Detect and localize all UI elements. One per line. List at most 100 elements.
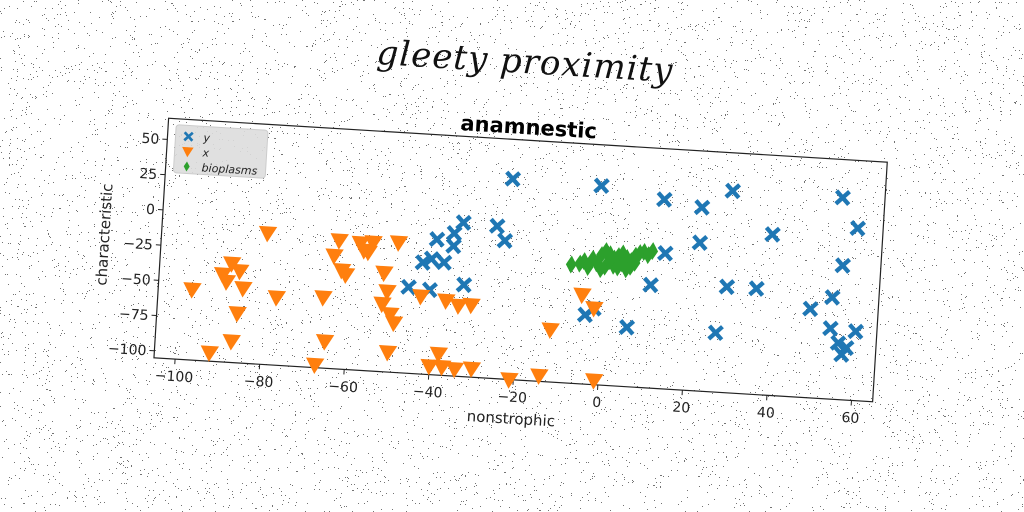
data-point — [829, 334, 847, 352]
data-point — [593, 177, 610, 195]
data-point — [437, 293, 456, 310]
data-point — [228, 306, 247, 323]
data-point — [445, 361, 465, 379]
data-point — [428, 231, 446, 248]
data-point — [306, 357, 325, 375]
chart-container: anamnestic −100 −80 −60 −40 −20 0 20 40 60 50 25 0−… — [92, 98, 899, 443]
data-point — [389, 235, 409, 252]
data-point — [384, 315, 404, 333]
y-tick-label: −100 — [107, 341, 146, 359]
data-point — [642, 276, 659, 294]
data-point — [691, 234, 709, 251]
data-point — [315, 334, 335, 351]
data-point — [834, 257, 852, 274]
data-point — [582, 257, 594, 276]
data-point — [617, 244, 629, 263]
data-point — [325, 248, 344, 265]
data-point — [258, 225, 278, 243]
data-point — [638, 243, 650, 262]
data-point — [200, 345, 220, 362]
data-point — [462, 297, 481, 315]
data-point — [541, 322, 560, 339]
data-point — [618, 319, 636, 336]
data-point — [488, 217, 506, 235]
series-x — [183, 225, 604, 390]
x-axis-label: nonstrophic — [466, 407, 555, 430]
data-point — [400, 278, 417, 296]
data-point — [595, 260, 607, 279]
data-point — [724, 182, 742, 200]
x-tick-label: 40 — [756, 405, 775, 422]
data-point — [375, 265, 394, 283]
x-tick-label: −20 — [497, 389, 527, 407]
data-point — [824, 289, 841, 306]
data-point — [718, 278, 736, 296]
data-point — [573, 287, 592, 305]
data-point — [314, 290, 333, 307]
data-point — [802, 300, 819, 318]
data-point — [455, 276, 473, 294]
data-point — [604, 252, 616, 271]
data-point — [764, 226, 781, 243]
data-point — [330, 233, 349, 250]
data-point — [267, 290, 287, 307]
legend-entry: y — [202, 131, 211, 144]
data-point — [446, 225, 463, 242]
scatter-chart: anamnestic −100 −80 −60 −40 −20 0 20 40 6050250−… — [92, 111, 888, 430]
data-point — [834, 189, 851, 206]
y-tick-label: 0 — [146, 202, 156, 219]
data-point — [530, 368, 549, 385]
data-point — [849, 220, 867, 237]
data-point — [364, 235, 383, 252]
data-point — [833, 346, 850, 363]
data-point — [585, 373, 604, 390]
x-tick-label: 60 — [841, 410, 860, 427]
legend-box — [172, 124, 269, 179]
data-point — [822, 320, 839, 337]
x-tick-label: −80 — [243, 373, 273, 391]
data-point — [183, 282, 202, 299]
data-point — [707, 324, 724, 342]
data-point — [748, 280, 765, 297]
data-point — [591, 254, 603, 273]
legend-entry: x — [201, 146, 210, 159]
x-tick-label: −40 — [412, 384, 442, 402]
x-tick-label: −100 — [154, 368, 193, 386]
legend-entry: bioplasms — [201, 161, 258, 177]
data-point — [647, 242, 659, 261]
legend-marker — [183, 131, 194, 142]
data-point — [693, 199, 711, 216]
x-tick-label: −60 — [328, 379, 358, 397]
x-tick-label: 20 — [672, 400, 691, 417]
y-tick-label: −50 — [121, 271, 151, 289]
x-tick-label: 0 — [592, 395, 602, 412]
data-point — [496, 232, 514, 249]
data-point — [462, 361, 482, 378]
data-point — [656, 191, 673, 208]
data-point — [657, 245, 674, 262]
legend: yx bioplasms — [172, 124, 269, 179]
data-point — [600, 242, 612, 261]
data-point — [445, 237, 462, 255]
y-tick-label: −75 — [119, 306, 149, 324]
data-point — [222, 333, 241, 351]
data-point — [612, 258, 624, 277]
series-y — [400, 170, 867, 363]
data-point — [565, 255, 577, 274]
data-point — [414, 254, 432, 271]
legend-marker — [183, 161, 190, 172]
data-point — [420, 358, 439, 376]
data-point — [629, 253, 641, 272]
legend-marker — [182, 146, 194, 158]
y-tick-label: −25 — [123, 236, 153, 254]
y-tick-label: 50 — [141, 131, 160, 148]
plot-area: −100 −80 −60 −40 −20 0 20 40 60 50 25 0 −25 −50 −75 −10… — [107, 117, 888, 427]
data-point — [373, 296, 392, 314]
data-point — [234, 280, 253, 298]
data-point — [500, 372, 519, 389]
data-point — [378, 284, 397, 301]
data-point — [217, 274, 237, 291]
data-point — [847, 323, 864, 340]
data-point — [574, 254, 586, 273]
